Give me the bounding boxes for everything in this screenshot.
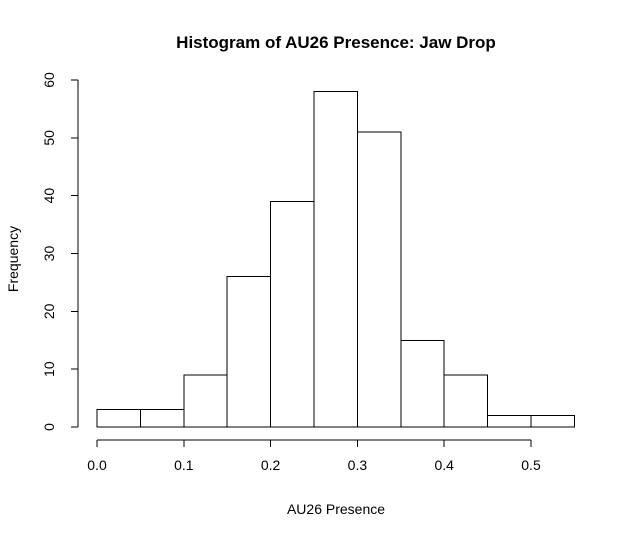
x-tick-label: 0.4 [434,457,454,473]
histogram-bar [487,414,532,428]
y-axis-label: Frequency [5,226,21,292]
histogram-bar [139,409,185,428]
y-tick-label: 60 [41,72,57,88]
bars-group [96,91,575,428]
histogram-bar [270,200,315,428]
y-axis: 0 10 20 30 40 50 60 [41,72,79,431]
histogram-bar [226,276,272,428]
histogram-bar [183,374,228,428]
x-tick-label: 0.2 [261,457,281,473]
x-tick-label: 0.5 [521,457,541,473]
y-tick-label: 0 [41,423,57,431]
histogram-bar [400,339,445,428]
histogram-bar [530,414,575,428]
histogram-bar [443,374,489,428]
histogram-bar [313,91,358,428]
x-tick-label: 0.0 [87,457,107,473]
x-tick-label: 0.1 [174,457,194,473]
x-axis: 0.0 0.1 0.2 0.3 0.4 0.5 [87,439,541,473]
x-tick-label: 0.3 [348,457,368,473]
chart-title: Histogram of AU26 Presence: Jaw Drop [176,33,496,52]
x-axis-label: AU26 Presence [287,501,385,517]
histogram-bar [96,409,141,428]
y-tick-label: 10 [41,361,57,377]
y-tick-label: 30 [41,246,57,262]
y-tick-label: 20 [41,303,57,319]
histogram-bar [356,131,402,428]
y-tick-label: 50 [41,130,57,146]
y-tick-label: 40 [41,188,57,204]
